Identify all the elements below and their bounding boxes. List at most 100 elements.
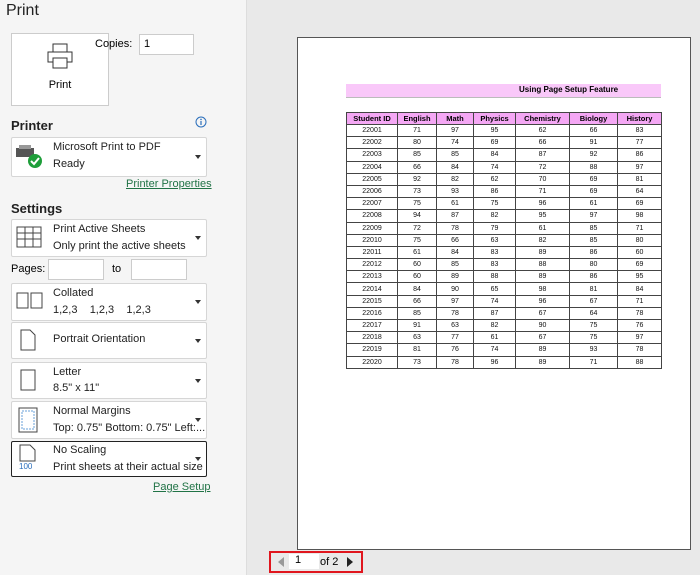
header-cell: Biology [569, 112, 618, 125]
pages-to-label: to [112, 263, 122, 275]
table-cell: 93 [436, 184, 474, 199]
printer-status: Ready [53, 158, 85, 170]
table-row: 22003 85 85 84 87 92 86 [346, 148, 662, 162]
table-row: 22012 60 85 83 88 80 69 [346, 258, 662, 272]
printer-name: Microsoft Print to PDF [53, 141, 161, 153]
table-cell: 67 [515, 331, 570, 345]
table-cell: 98 [617, 209, 662, 223]
header-cell: Math [436, 112, 474, 125]
table-cell: 97 [617, 160, 662, 174]
table-row: 22005 92 82 62 70 69 81 [346, 172, 662, 186]
table-row: 22001 71 97 95 62 66 83 [346, 123, 662, 138]
table-cell: 78 [617, 343, 662, 357]
scaling-icon-label: 100 [19, 462, 33, 471]
orientation-title: Portrait Orientation [53, 333, 146, 345]
total-pages: of 2 [320, 556, 339, 568]
table-cell: 88 [515, 258, 570, 272]
print-button[interactable]: Print [11, 33, 109, 106]
table-cell: 70 [515, 172, 570, 186]
table-cell: 74 [473, 294, 516, 308]
table-cell: 84 [436, 160, 474, 174]
table-cell: 63 [436, 318, 474, 333]
printer-icon [47, 43, 73, 69]
screen-title: Print [6, 2, 39, 19]
table-cell: 92 [569, 148, 618, 162]
next-page-button[interactable] [346, 557, 354, 567]
table-cell: 22009 [346, 221, 398, 235]
prev-page-button[interactable] [277, 557, 285, 567]
table-cell: 97 [569, 209, 618, 223]
table-cell: 91 [569, 136, 618, 150]
table-cell: 66 [397, 160, 437, 174]
scaling-icon [19, 444, 36, 462]
table-cell: 71 [617, 294, 662, 308]
printer-properties-link[interactable]: Printer Properties [126, 178, 212, 190]
table-cell: 62 [473, 172, 516, 186]
table-cell: 78 [436, 306, 474, 321]
table-cell: 87 [473, 306, 516, 321]
current-page[interactable]: 1 [289, 554, 319, 569]
table-cell: 85 [436, 258, 474, 272]
table-cell: 75 [397, 233, 437, 247]
table-row: 22019 81 76 74 89 93 78 [346, 343, 662, 357]
table-cell: 64 [617, 184, 662, 199]
pages-label: Pages: [11, 263, 46, 275]
table-cell: 83 [617, 123, 662, 138]
table-cell: 86 [569, 245, 618, 260]
printer-dropdown[interactable]: Microsoft Print to PDF Ready [11, 137, 207, 177]
table-cell: 66 [397, 294, 437, 308]
preview-table: Student ID English Math Physics Chemistry Bio… [346, 112, 662, 369]
table-cell: 83 [473, 245, 516, 260]
table-cell: 85 [397, 306, 437, 321]
table-cell: 22013 [346, 270, 398, 284]
table-cell: 77 [436, 331, 474, 345]
print-label: Print [48, 79, 72, 91]
table-cell: 22001 [346, 123, 398, 138]
dropdown-arrow [195, 338, 201, 343]
table-cell: 95 [473, 123, 516, 138]
table-cell: 69 [617, 258, 662, 272]
pages-from-input[interactable] [48, 259, 104, 280]
table-cell: 76 [617, 318, 662, 333]
table-cell: 22007 [346, 197, 398, 211]
table-cell: 22008 [346, 209, 398, 223]
scaling-dropdown[interactable]: 100 No Scaling Print sheets at their act… [11, 441, 207, 477]
table-cell: 61 [473, 331, 516, 345]
printer-icon [16, 145, 42, 168]
table-cell: 22002 [346, 136, 398, 150]
info-icon[interactable] [195, 116, 207, 128]
table-row: 22008 94 87 82 95 97 98 [346, 209, 662, 223]
table-cell: 63 [473, 233, 516, 247]
table-cell: 88 [473, 270, 516, 284]
paper-title: Letter [53, 366, 82, 378]
table-cell: 60 [617, 245, 662, 260]
pages-to-input[interactable] [131, 259, 187, 280]
sheets-dropdown[interactable]: Print Active Sheets Only print the activ… [11, 219, 207, 257]
table-cell: 71 [397, 123, 437, 138]
table-cell: 61 [515, 221, 570, 235]
copies-value: 1 [144, 38, 151, 50]
table-cell: 93 [569, 343, 618, 357]
orientation-dropdown[interactable]: Portrait Orientation [11, 322, 207, 359]
margins-dropdown[interactable]: Normal Margins Top: 0.75" Bottom: 0.75" … [11, 401, 207, 439]
table-row: 22006 73 93 86 71 69 64 [346, 184, 662, 199]
table-cell: 89 [515, 355, 570, 369]
table-row: 22016 85 78 87 67 64 78 [346, 306, 662, 321]
settings-panel: Print Print Copies: 1 Printer Microsoft … [0, 0, 247, 575]
table-body: 22001 71 97 95 62 66 83 22002 80 74 69 66 91 77 22003 8… [346, 123, 662, 369]
table-cell: 67 [569, 294, 618, 308]
scaling-title: No Scaling [53, 444, 107, 456]
table-cell: 66 [436, 233, 474, 247]
copies-input[interactable]: 1 [139, 34, 194, 55]
paper-dropdown[interactable]: Letter 8.5" x 11" [11, 362, 207, 399]
table-cell: 85 [569, 233, 618, 247]
table-cell: 96 [473, 355, 516, 369]
page-navigation: 1 of 2 [269, 551, 363, 573]
settings-heading: Settings [11, 201, 63, 216]
table-cell: 71 [569, 355, 618, 369]
collated-dropdown[interactable]: Collated 1,2,3 1,2,3 1,2,3 [11, 283, 207, 321]
page-setup-link[interactable]: Page Setup [153, 481, 211, 493]
sheets-subtitle: Only print the active sheets [53, 240, 186, 252]
table-row: 22007 75 61 75 96 61 69 [346, 197, 662, 211]
